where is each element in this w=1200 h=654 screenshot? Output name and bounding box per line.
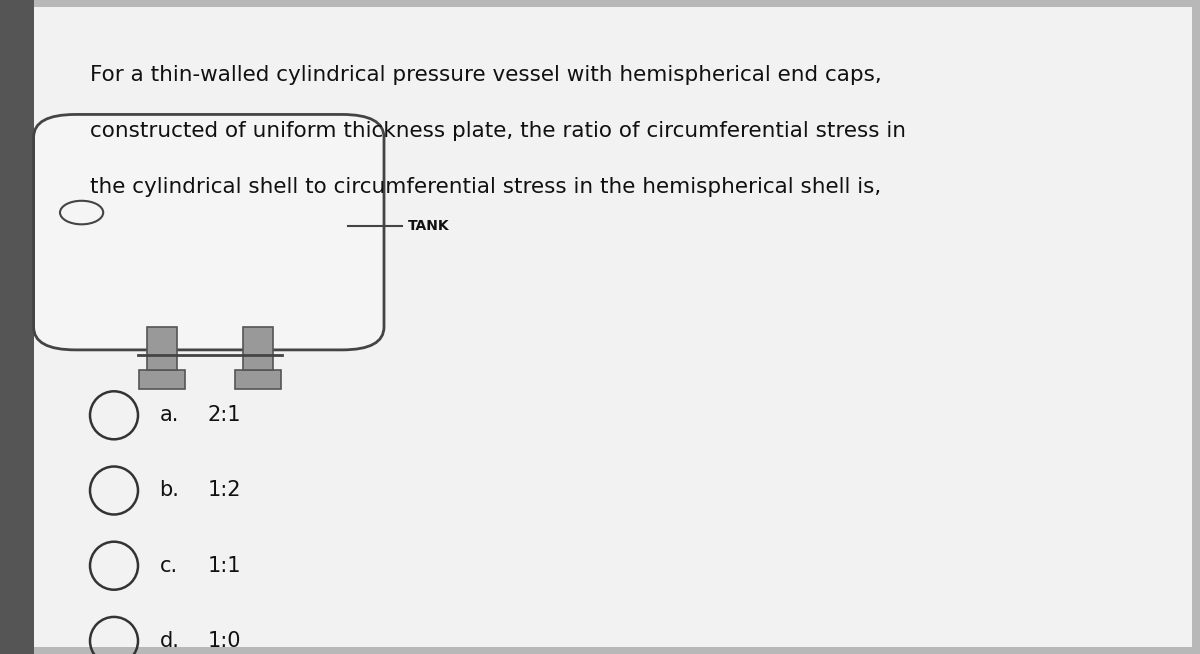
- Text: TANK: TANK: [408, 218, 450, 233]
- Text: b.: b.: [160, 481, 180, 500]
- Text: 1:1: 1:1: [208, 556, 241, 576]
- Text: For a thin-walled cylindrical pressure vessel with hemispherical end caps,: For a thin-walled cylindrical pressure v…: [90, 65, 882, 86]
- Bar: [139, 370, 185, 389]
- Text: a.: a.: [160, 405, 179, 425]
- Circle shape: [60, 201, 103, 224]
- Text: c.: c.: [160, 556, 178, 576]
- Text: the cylindrical shell to circumferential stress in the hemispherical shell is,: the cylindrical shell to circumferential…: [90, 177, 881, 197]
- Text: 2:1: 2:1: [208, 405, 241, 425]
- Text: 1:2: 1:2: [208, 481, 241, 500]
- Bar: [242, 327, 272, 370]
- Bar: [0, 0, 34, 654]
- Text: 1:0: 1:0: [208, 631, 241, 651]
- Bar: [235, 370, 281, 389]
- Text: d.: d.: [160, 631, 180, 651]
- Bar: [148, 327, 178, 370]
- Text: constructed of uniform thickness plate, the ratio of circumferential stress in: constructed of uniform thickness plate, …: [90, 121, 906, 141]
- FancyBboxPatch shape: [34, 7, 1192, 647]
- FancyBboxPatch shape: [34, 114, 384, 350]
